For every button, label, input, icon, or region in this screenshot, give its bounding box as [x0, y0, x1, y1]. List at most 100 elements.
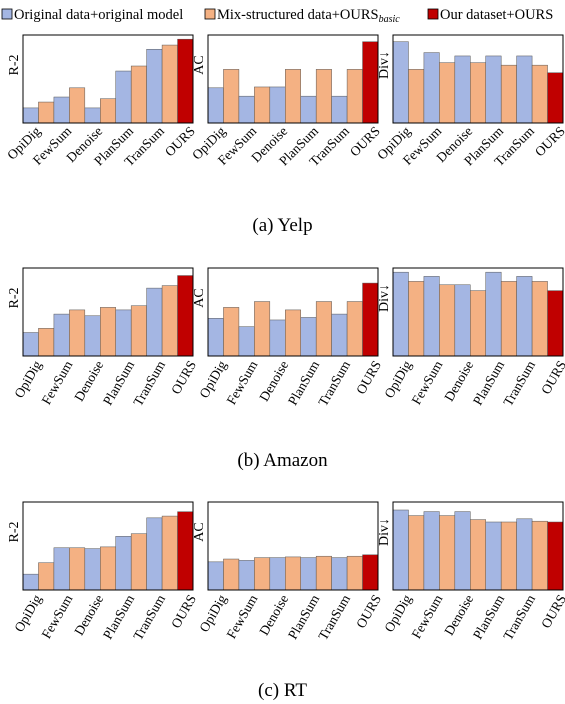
- x-tick-label: FewSum: [223, 592, 260, 642]
- y-axis-label: AC: [192, 522, 207, 541]
- y-axis-label: AC: [192, 288, 207, 307]
- bar: [285, 69, 301, 124]
- bar: [423, 511, 440, 591]
- legend-item-2: Our dataset+OURS: [427, 7, 553, 23]
- x-tick-label: OpiDig: [381, 592, 414, 635]
- bar: [146, 287, 163, 357]
- bar: [238, 95, 255, 124]
- caption-amazon: (b) Amazon: [237, 450, 328, 471]
- x-tick-label: OURS: [353, 592, 384, 631]
- x-tick-label: FewSum: [38, 358, 75, 408]
- x-tick-label: OpiDig: [381, 358, 414, 401]
- bar: [516, 55, 533, 124]
- bar: [331, 313, 348, 357]
- bar: [547, 290, 564, 357]
- bar: [161, 285, 178, 357]
- bar: [207, 87, 224, 124]
- bar: [439, 62, 456, 124]
- y-axis-label: R-2: [7, 522, 22, 543]
- caption-yelp: (a) Yelp: [252, 215, 313, 236]
- x-tick-label: OURS: [353, 358, 384, 397]
- legend-sub-1: basic: [379, 14, 401, 25]
- bar: [315, 69, 332, 124]
- legend-swatch-1: [204, 8, 216, 20]
- y-axis-label: Div↓: [377, 518, 392, 546]
- bar: [408, 69, 425, 124]
- plot-frame: [392, 267, 564, 357]
- bar: [146, 517, 163, 591]
- bar: [161, 515, 178, 591]
- x-tick-label: FewSum: [408, 592, 445, 642]
- legend-label-1: Mix-structured data+OURSbasic: [217, 7, 400, 25]
- bar: [346, 69, 363, 124]
- x-tick-label: OURS: [532, 123, 565, 159]
- bar: [300, 557, 317, 591]
- bar: [300, 95, 317, 124]
- bar: [269, 557, 286, 591]
- bar: [84, 107, 101, 124]
- bar: [177, 275, 194, 357]
- bar: [53, 547, 70, 591]
- bar: [146, 48, 163, 124]
- bar: [207, 318, 224, 357]
- legend-label-2: Our dataset+OURS: [440, 7, 553, 23]
- bar: [423, 52, 440, 124]
- bar: [53, 313, 70, 357]
- legend-item-1: Mix-structured data+OURSbasic: [204, 7, 400, 25]
- plot-frame: [207, 267, 379, 357]
- plot-frame: [207, 501, 379, 591]
- bar: [516, 276, 533, 357]
- bar: [547, 521, 564, 591]
- x-tick-label: OURS: [538, 592, 565, 631]
- bar: [470, 62, 486, 124]
- bar: [223, 307, 240, 357]
- bar: [531, 281, 548, 357]
- bar: [38, 562, 55, 591]
- plot-frame: [22, 267, 194, 357]
- bar: [177, 511, 194, 591]
- bar: [130, 65, 147, 124]
- y-axis-label: AC: [192, 55, 207, 74]
- bar: [485, 55, 502, 124]
- x-tick-label: OURS: [168, 592, 199, 631]
- bar: [130, 533, 147, 591]
- bar: [285, 309, 301, 357]
- plot-frame: [22, 34, 194, 124]
- x-tick-label: OpiDig: [196, 592, 229, 635]
- bar: [115, 536, 132, 591]
- bar: [269, 86, 286, 124]
- bar: [300, 317, 317, 357]
- y-axis-label: Div↓: [377, 51, 392, 79]
- x-tick-label: OpiDig: [11, 592, 44, 635]
- bar: [38, 101, 55, 124]
- bar: [531, 520, 548, 591]
- legend: Original data+original model Mix-structur…: [1, 7, 553, 25]
- bar: [362, 554, 379, 591]
- bar: [254, 301, 271, 357]
- bar: [500, 521, 517, 591]
- plot-frame: [392, 501, 564, 591]
- plot-frame: [22, 501, 194, 591]
- bar: [331, 95, 348, 124]
- bar: [53, 96, 70, 124]
- bar: [223, 69, 240, 124]
- bar: [100, 546, 116, 591]
- legend-item-0: Original data+original model: [1, 7, 183, 23]
- bar: [254, 557, 271, 591]
- bar: [84, 315, 101, 357]
- bar: [69, 87, 86, 124]
- bar: [454, 55, 471, 124]
- bar: [547, 72, 564, 124]
- bar: [470, 290, 486, 357]
- bar: [130, 305, 147, 357]
- bar: [500, 64, 517, 124]
- bar: [392, 41, 409, 124]
- bar: [22, 573, 39, 591]
- bar: [115, 70, 132, 124]
- caption-rt: (c) RT: [258, 680, 307, 701]
